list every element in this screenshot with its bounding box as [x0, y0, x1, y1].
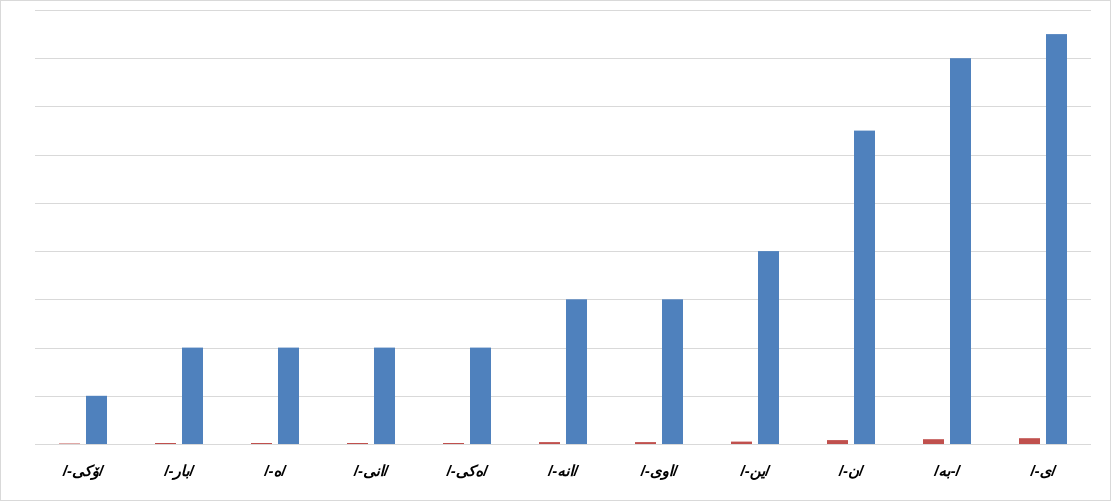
x-tick-label: /-ی/	[1029, 463, 1057, 480]
bar-series-1-5	[443, 443, 464, 444]
bar-series-2-6	[566, 299, 587, 444]
bar-series-1-4	[347, 443, 368, 444]
bar-series-2-4	[374, 347, 395, 444]
bar-series-1-8	[731, 441, 752, 444]
bar-series-1-7	[635, 442, 656, 444]
bar-series-1-2	[155, 443, 176, 444]
bar-series-2-11	[1046, 34, 1067, 444]
category-labels: /-ۆکی/ /-بار/ /-ه/ /-انی/ /-ەکی/ /-انه/ /-اوی/…	[62, 463, 1057, 480]
x-tick-label: /-ه/	[263, 463, 287, 480]
bar-series-1-11	[1019, 438, 1040, 444]
x-tick-label: /به-/	[933, 463, 961, 480]
bar-series-1-9	[827, 440, 848, 444]
bar-series-2-1	[86, 395, 107, 444]
gridlines	[35, 10, 1091, 445]
x-tick-label: /-ەکی/	[446, 463, 490, 480]
bar-series-1-1	[59, 443, 80, 444]
bar-series-2-2	[182, 347, 203, 444]
bar-series-2-9	[854, 130, 875, 444]
bar-series-2-8	[758, 251, 779, 444]
x-tick-label: /-ین/	[740, 463, 772, 480]
bar-series-1-10	[923, 439, 944, 444]
x-tick-label: /-ۆکی/	[62, 463, 105, 480]
x-tick-label: /-بار/	[163, 463, 195, 480]
bars	[59, 34, 1067, 444]
x-tick-label: /-اوی/	[640, 463, 679, 480]
x-tick-label: /-ن/	[838, 463, 865, 480]
bar-series-2-5	[470, 347, 491, 444]
bar-series-1-6	[539, 442, 560, 444]
bar-series-1-3	[251, 443, 272, 444]
bar-series-2-3	[278, 347, 299, 444]
x-tick-label: /-انه/	[547, 463, 580, 480]
bar-series-2-7	[662, 299, 683, 444]
bar-series-2-10	[950, 58, 971, 444]
x-tick-label: /-انی/	[353, 463, 390, 480]
